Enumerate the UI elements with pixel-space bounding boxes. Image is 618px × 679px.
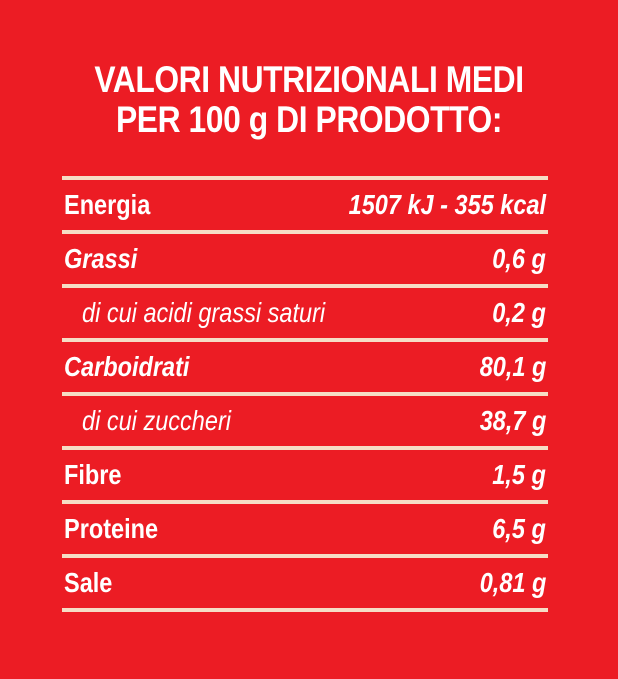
row-value: 0,2 g — [492, 297, 546, 328]
row-grassi: Grassi 0,6 g — [62, 234, 548, 288]
row-value: 0,6 g — [492, 243, 546, 274]
row-value: 38,7 g — [479, 405, 546, 436]
row-label: di cui zuccheri — [82, 405, 232, 436]
row-value: 1,5 g — [492, 459, 546, 490]
row-acidi-grassi-saturi: di cui acidi grassi saturi 0,2 g — [62, 288, 548, 342]
row-label: di cui acidi grassi saturi — [82, 297, 326, 328]
row-carboidrati: Carboidrati 80,1 g — [62, 342, 548, 396]
row-label: Fibre — [64, 459, 122, 490]
nutrition-title: VALORI NUTRIZIONALI MEDI PER 100 g DI PR… — [43, 60, 574, 140]
title-line-1: VALORI NUTRIZIONALI MEDI — [94, 59, 524, 100]
row-label: Proteine — [64, 513, 159, 544]
row-zuccheri: di cui zuccheri 38,7 g — [62, 396, 548, 450]
table-top-rule — [62, 176, 548, 180]
row-value: 0,81 g — [479, 567, 546, 598]
row-energia: Energia 1507 kJ - 355 kcal — [62, 180, 548, 234]
row-value: 1507 kJ - 355 kcal — [348, 189, 546, 220]
row-label: Energia — [64, 189, 151, 220]
row-value: 6,5 g — [492, 513, 546, 544]
title-line-2: PER 100 g DI PRODOTTO: — [115, 99, 503, 140]
row-proteine: Proteine 6,5 g — [62, 504, 548, 558]
row-label: Sale — [64, 567, 113, 598]
row-label: Grassi — [64, 243, 138, 274]
row-fibre: Fibre 1,5 g — [62, 450, 548, 504]
row-sale: Sale 0,81 g — [62, 558, 548, 612]
row-value: 80,1 g — [479, 351, 546, 382]
row-label: Carboidrati — [64, 351, 190, 382]
nutrition-table: Energia 1507 kJ - 355 kcal Grassi 0,6 g … — [62, 176, 548, 612]
